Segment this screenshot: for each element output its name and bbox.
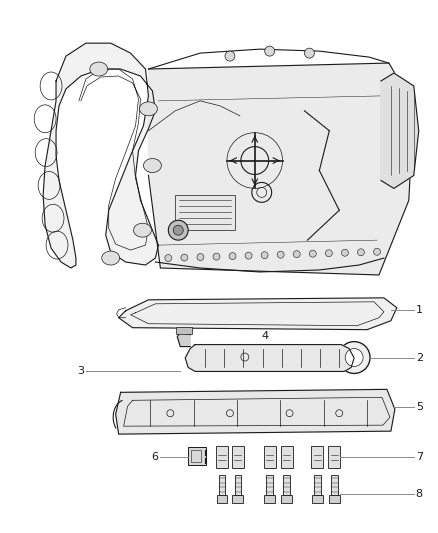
Circle shape [265,46,275,56]
Text: 5: 5 [416,402,423,412]
Bar [235,475,241,495]
Circle shape [213,253,220,260]
Text: 4: 4 [261,330,268,341]
Circle shape [168,220,188,240]
Polygon shape [185,345,354,372]
Text: 6: 6 [152,452,159,462]
Polygon shape [116,389,395,434]
Circle shape [341,249,348,256]
Polygon shape [43,43,159,268]
Bar [328,446,340,468]
Circle shape [374,248,381,255]
Polygon shape [177,333,190,346]
Ellipse shape [102,251,120,265]
Circle shape [245,252,252,259]
Circle shape [165,255,172,262]
Bar [281,446,293,468]
Text: 7: 7 [416,452,423,462]
Circle shape [261,252,268,259]
Circle shape [225,51,235,61]
Bar [281,495,292,503]
Circle shape [229,253,236,260]
Ellipse shape [140,102,157,116]
Text: 1: 1 [416,305,423,315]
Bar [329,495,340,503]
Circle shape [173,225,183,235]
Bar [233,495,244,503]
Circle shape [277,251,284,258]
Bar [314,475,321,495]
Circle shape [304,48,314,58]
Bar [232,446,244,468]
Bar [264,446,276,468]
Text: 2: 2 [416,352,423,362]
Circle shape [338,342,370,374]
Text: 8: 8 [416,489,423,499]
Circle shape [181,254,188,261]
Circle shape [345,349,363,367]
Circle shape [325,250,332,257]
Bar [264,495,275,503]
Bar [216,495,227,503]
Text: 3: 3 [77,367,84,376]
Bar [331,475,338,495]
Ellipse shape [134,223,152,237]
Bar [191,450,201,462]
Bar [216,446,228,468]
Ellipse shape [90,62,108,76]
Bar [283,475,290,495]
Circle shape [357,249,364,256]
Bar [266,475,273,495]
Bar [219,475,225,495]
Circle shape [197,254,204,261]
Polygon shape [119,298,397,330]
Polygon shape [381,73,419,188]
Circle shape [293,251,300,257]
Bar [176,327,192,334]
Bar [311,446,323,468]
Bar [175,196,235,230]
Bar [312,495,323,503]
Circle shape [309,250,316,257]
Ellipse shape [144,158,161,173]
Polygon shape [148,63,414,275]
Bar [188,447,206,465]
